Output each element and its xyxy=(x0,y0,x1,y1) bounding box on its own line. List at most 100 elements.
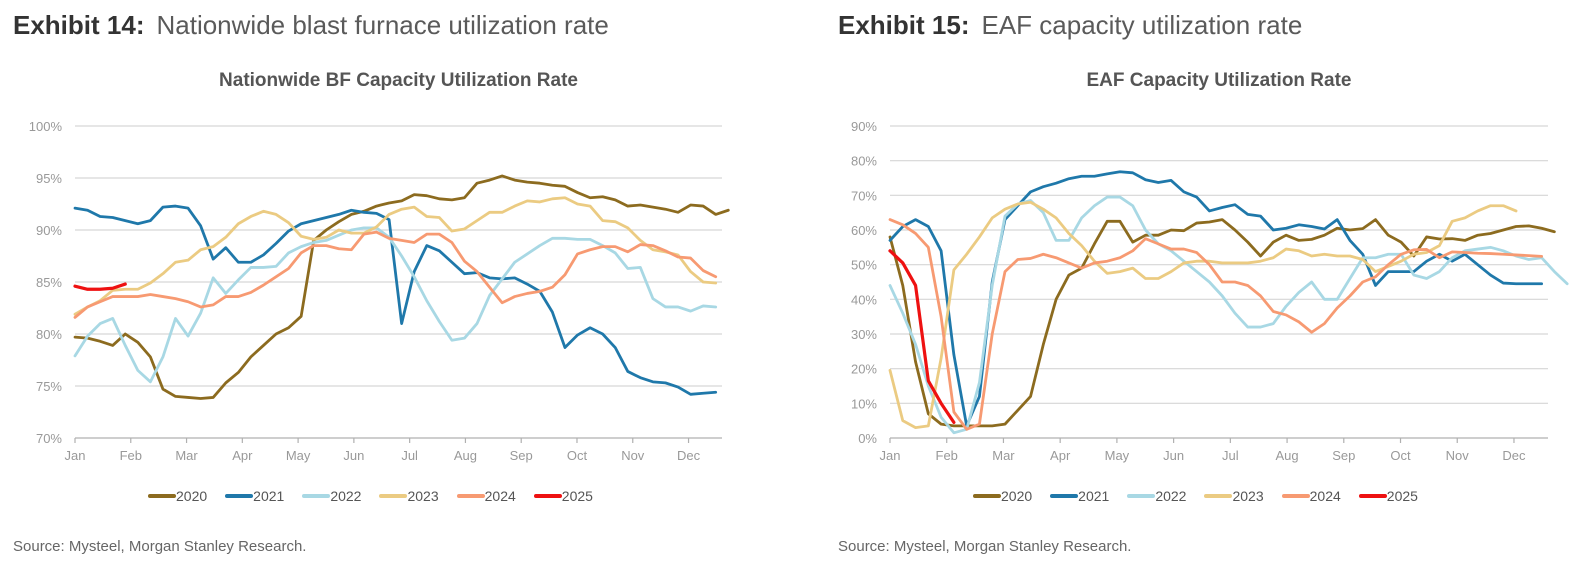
legend-item-2021: 2021 xyxy=(225,488,284,504)
y-tick-label: 75% xyxy=(36,379,62,394)
legend-label: 2021 xyxy=(253,488,285,504)
series-line-2025 xyxy=(888,249,956,424)
chart-title-bf: Nationwide BF Capacity Utilization Rate xyxy=(219,70,578,91)
y-tick-label: 50% xyxy=(851,258,877,273)
x-tick-label: Feb xyxy=(936,448,958,463)
series-line-2020 xyxy=(888,218,1556,428)
legend-swatch xyxy=(225,494,254,498)
bf-utilization-chart: 70% 75% 80% 85% 90% 95% 100% Jan Feb Mar Apr May Jun… xyxy=(29,119,730,463)
legend-bf: 2020 2021 2022 2023 2024 2025 xyxy=(148,488,593,504)
x-tick-label: Nov xyxy=(621,448,645,463)
legend-item-2020: 2020 xyxy=(148,488,207,504)
legend-item-2022: 2022 xyxy=(1127,488,1186,504)
y-tick-label: 85% xyxy=(36,275,62,290)
legend-label: 2025 xyxy=(561,488,593,504)
y-tick-label: 70% xyxy=(36,431,62,446)
series-line-2022 xyxy=(73,226,718,384)
x-tick-label: Dec xyxy=(677,448,701,463)
series-line-2024 xyxy=(888,218,1544,431)
exhibit-title: Nationwide blast furnace utilization rat… xyxy=(156,10,609,40)
legend-label: 2023 xyxy=(1232,488,1264,504)
y-tick-label: 60% xyxy=(851,223,877,238)
legend-item-2025: 2025 xyxy=(533,488,593,504)
x-tick-label: Apr xyxy=(232,448,253,463)
y-tick-label: 10% xyxy=(851,396,877,411)
x-tick-label: May xyxy=(286,448,311,463)
legend-swatch xyxy=(1281,494,1310,498)
exhibit-14-heading: Exhibit 14: Nationwide blast furnace util… xyxy=(13,10,609,41)
legend-label: 2022 xyxy=(1155,488,1187,504)
x-tick-label: Jan xyxy=(880,448,901,463)
legend-item-2023: 2023 xyxy=(1204,488,1264,504)
legend-item-2020: 2020 xyxy=(973,488,1032,504)
y-tick-label: 80% xyxy=(851,154,877,169)
legend-swatch xyxy=(148,494,176,498)
x-tick-label: Jul xyxy=(401,448,418,463)
y-tick-label: 70% xyxy=(851,188,877,203)
legend-label: 2020 xyxy=(1001,488,1033,504)
series-line-2022 xyxy=(888,195,1569,435)
x-tick-label: Nov xyxy=(1446,448,1470,463)
legend-swatch xyxy=(302,494,331,498)
x-tick-label: Oct xyxy=(567,448,588,463)
x-tick-label: Feb xyxy=(120,448,142,463)
legend-label: 2025 xyxy=(1386,488,1418,504)
y-tick-label: 90% xyxy=(36,223,62,238)
legend-swatch xyxy=(1204,494,1233,498)
legend-swatch xyxy=(533,494,562,498)
x-tick-label: Apr xyxy=(1050,448,1071,463)
source-note-bf: Source: Mysteel, Morgan Stanley Research… xyxy=(13,538,307,555)
series-line-2020 xyxy=(73,174,730,400)
legend-label: 2021 xyxy=(1078,488,1110,504)
series-line-2024 xyxy=(73,230,718,319)
series-line-2023 xyxy=(888,200,1518,430)
x-tick-label: May xyxy=(1105,448,1130,463)
legend-item-2025: 2025 xyxy=(1358,488,1418,504)
y-tick-label: 40% xyxy=(851,292,877,307)
series-line-2023 xyxy=(73,196,718,316)
x-tick-label: Oct xyxy=(1390,448,1411,463)
legend-swatch xyxy=(973,494,1001,498)
legend-eaf: 2020 2021 2022 2023 2024 2025 xyxy=(973,488,1418,504)
legend-label: 2020 xyxy=(176,488,208,504)
x-tick-label: Sep xyxy=(1332,448,1355,463)
legend-swatch xyxy=(456,494,485,498)
legend-label: 2023 xyxy=(407,488,439,504)
legend-item-2024: 2024 xyxy=(456,488,516,504)
x-tick-label: Jul xyxy=(1222,448,1239,463)
exhibit-number: Exhibit 14: xyxy=(13,10,145,40)
x-tick-label: Mar xyxy=(175,448,198,463)
x-tick-label: Aug xyxy=(454,448,477,463)
y-tick-label: 80% xyxy=(36,327,62,342)
eaf-utilization-chart: 0% 10% 20% 30% 40% 50% 60% 70% 80% 90% Jan Feb Mar Ap… xyxy=(851,119,1569,463)
y-tick-label: 0% xyxy=(858,431,877,446)
x-tick-label: Sep xyxy=(510,448,533,463)
x-tick-label: Mar xyxy=(992,448,1015,463)
x-tick-label: Jun xyxy=(1163,448,1184,463)
series-line-2021 xyxy=(73,204,718,396)
legend-item-2023: 2023 xyxy=(379,488,439,504)
legend-swatch xyxy=(1050,494,1079,498)
y-tick-label: 30% xyxy=(851,327,877,342)
x-tick-label: Jan xyxy=(65,448,86,463)
chart-title-eaf: EAF Capacity Utilization Rate xyxy=(1086,70,1352,91)
legend-label: 2022 xyxy=(330,488,362,504)
y-tick-label: 90% xyxy=(851,119,877,134)
legend-swatch xyxy=(379,494,408,498)
legend-item-2022: 2022 xyxy=(302,488,361,504)
legend-swatch xyxy=(1127,494,1156,498)
legend-item-2021: 2021 xyxy=(1050,488,1109,504)
exhibit-title: EAF capacity utilization rate xyxy=(981,10,1303,40)
y-tick-label: 100% xyxy=(29,119,63,134)
legend-swatch xyxy=(1358,494,1387,498)
exhibit-number: Exhibit 15: xyxy=(838,10,970,40)
legend-label: 2024 xyxy=(1309,488,1341,504)
y-tick-label: 20% xyxy=(851,362,877,377)
source-note-eaf: Source: Mysteel, Morgan Stanley Research… xyxy=(838,538,1132,555)
series-line-2025 xyxy=(73,282,127,291)
x-tick-label: Dec xyxy=(1502,448,1526,463)
x-tick-label: Aug xyxy=(1275,448,1298,463)
exhibit-15-heading: Exhibit 15: EAF capacity utilization rate xyxy=(838,10,1302,41)
legend-label: 2024 xyxy=(484,488,516,504)
x-tick-label: Jun xyxy=(343,448,364,463)
